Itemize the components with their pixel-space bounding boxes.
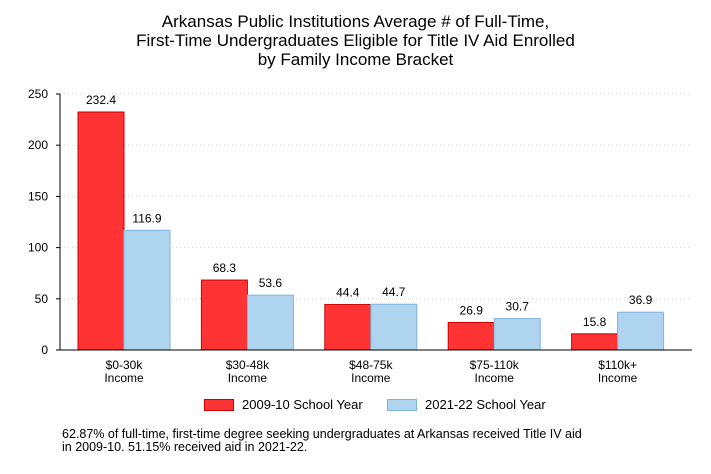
bar-series1-1: [77, 111, 125, 351]
value-label-series1-4: 26.9: [460, 303, 484, 317]
bar-series1-2: [200, 279, 248, 351]
legend-swatch-2021-22: [387, 398, 417, 411]
value-label-series2-3: 44.7: [382, 285, 406, 299]
chart-title-line-3: by Family Income Bracket: [257, 50, 454, 69]
value-label-series1-1: 232.4: [86, 93, 116, 107]
legend-swatch-2009-10: [204, 398, 234, 411]
x-category-label-3-line-2: Income: [351, 371, 391, 385]
bar-series2-5: [617, 311, 665, 351]
legend-item-2021-22: 2021-22 School Year: [387, 397, 546, 412]
value-label-series1-2: 68.3: [213, 261, 237, 275]
bar-series1-5: [571, 333, 619, 351]
bar-series2-2: [246, 294, 294, 351]
value-label-series1-5: 15.8: [583, 315, 607, 329]
y-tick-label-200: 200: [28, 138, 48, 152]
x-category-label-3-line-1: $48-75k: [349, 358, 393, 372]
legend-label-2009-10: 2009-10 School Year: [242, 397, 363, 412]
y-tick-label-50: 50: [35, 292, 49, 306]
bar-series2-3: [370, 303, 418, 351]
chart-title-line-1: Arkansas Public Institutions Average # o…: [161, 12, 550, 31]
bar-series1-3: [324, 304, 372, 351]
bar-series1-4: [447, 321, 495, 351]
chart-footnote: 62.87% of full-time, first-time degree s…: [62, 428, 582, 454]
x-category-label-5-line-2: Income: [598, 371, 638, 385]
y-tick-label-100: 100: [28, 241, 48, 255]
y-tick-label-0: 0: [41, 343, 48, 357]
x-category-label-1-line-2: Income: [104, 371, 144, 385]
value-label-series2-2: 53.6: [259, 276, 283, 290]
x-category-label-4-line-1: $75-110k: [470, 358, 520, 372]
value-label-series2-4: 30.7: [506, 300, 530, 314]
chart-title-line-2: First-Time Undergraduates Eligible for T…: [136, 31, 575, 50]
chart-legend: 2009-10 School Year 2021-22 School Year: [0, 397, 711, 415]
footnote-line-1: 62.87% of full-time, first-time degree s…: [62, 427, 582, 441]
y-tick-label-250: 250: [28, 87, 48, 101]
x-category-label-2-line-2: Income: [228, 371, 268, 385]
legend-label-2021-22: 2021-22 School Year: [425, 397, 546, 412]
x-category-label-1-line-1: $0-30k: [106, 358, 144, 372]
footnote-line-2: in 2009-10. 51.15% received aid in 2021-…: [62, 440, 308, 454]
value-label-series1-3: 44.4: [336, 286, 360, 300]
chart-title: Arkansas Public Institutions Average # o…: [0, 12, 711, 69]
y-tick-label-150: 150: [28, 189, 48, 203]
value-label-series2-5: 36.9: [629, 293, 653, 307]
x-category-label-5-line-1: $110k+: [598, 358, 637, 372]
bar-series2-4: [493, 318, 541, 351]
x-category-label-4-line-2: Income: [475, 371, 515, 385]
legend-item-2009-10: 2009-10 School Year: [204, 397, 363, 412]
x-category-label-2-line-1: $30-48k: [226, 358, 270, 372]
bar-series2-1: [123, 229, 171, 351]
value-label-series2-1: 116.9: [132, 211, 161, 225]
